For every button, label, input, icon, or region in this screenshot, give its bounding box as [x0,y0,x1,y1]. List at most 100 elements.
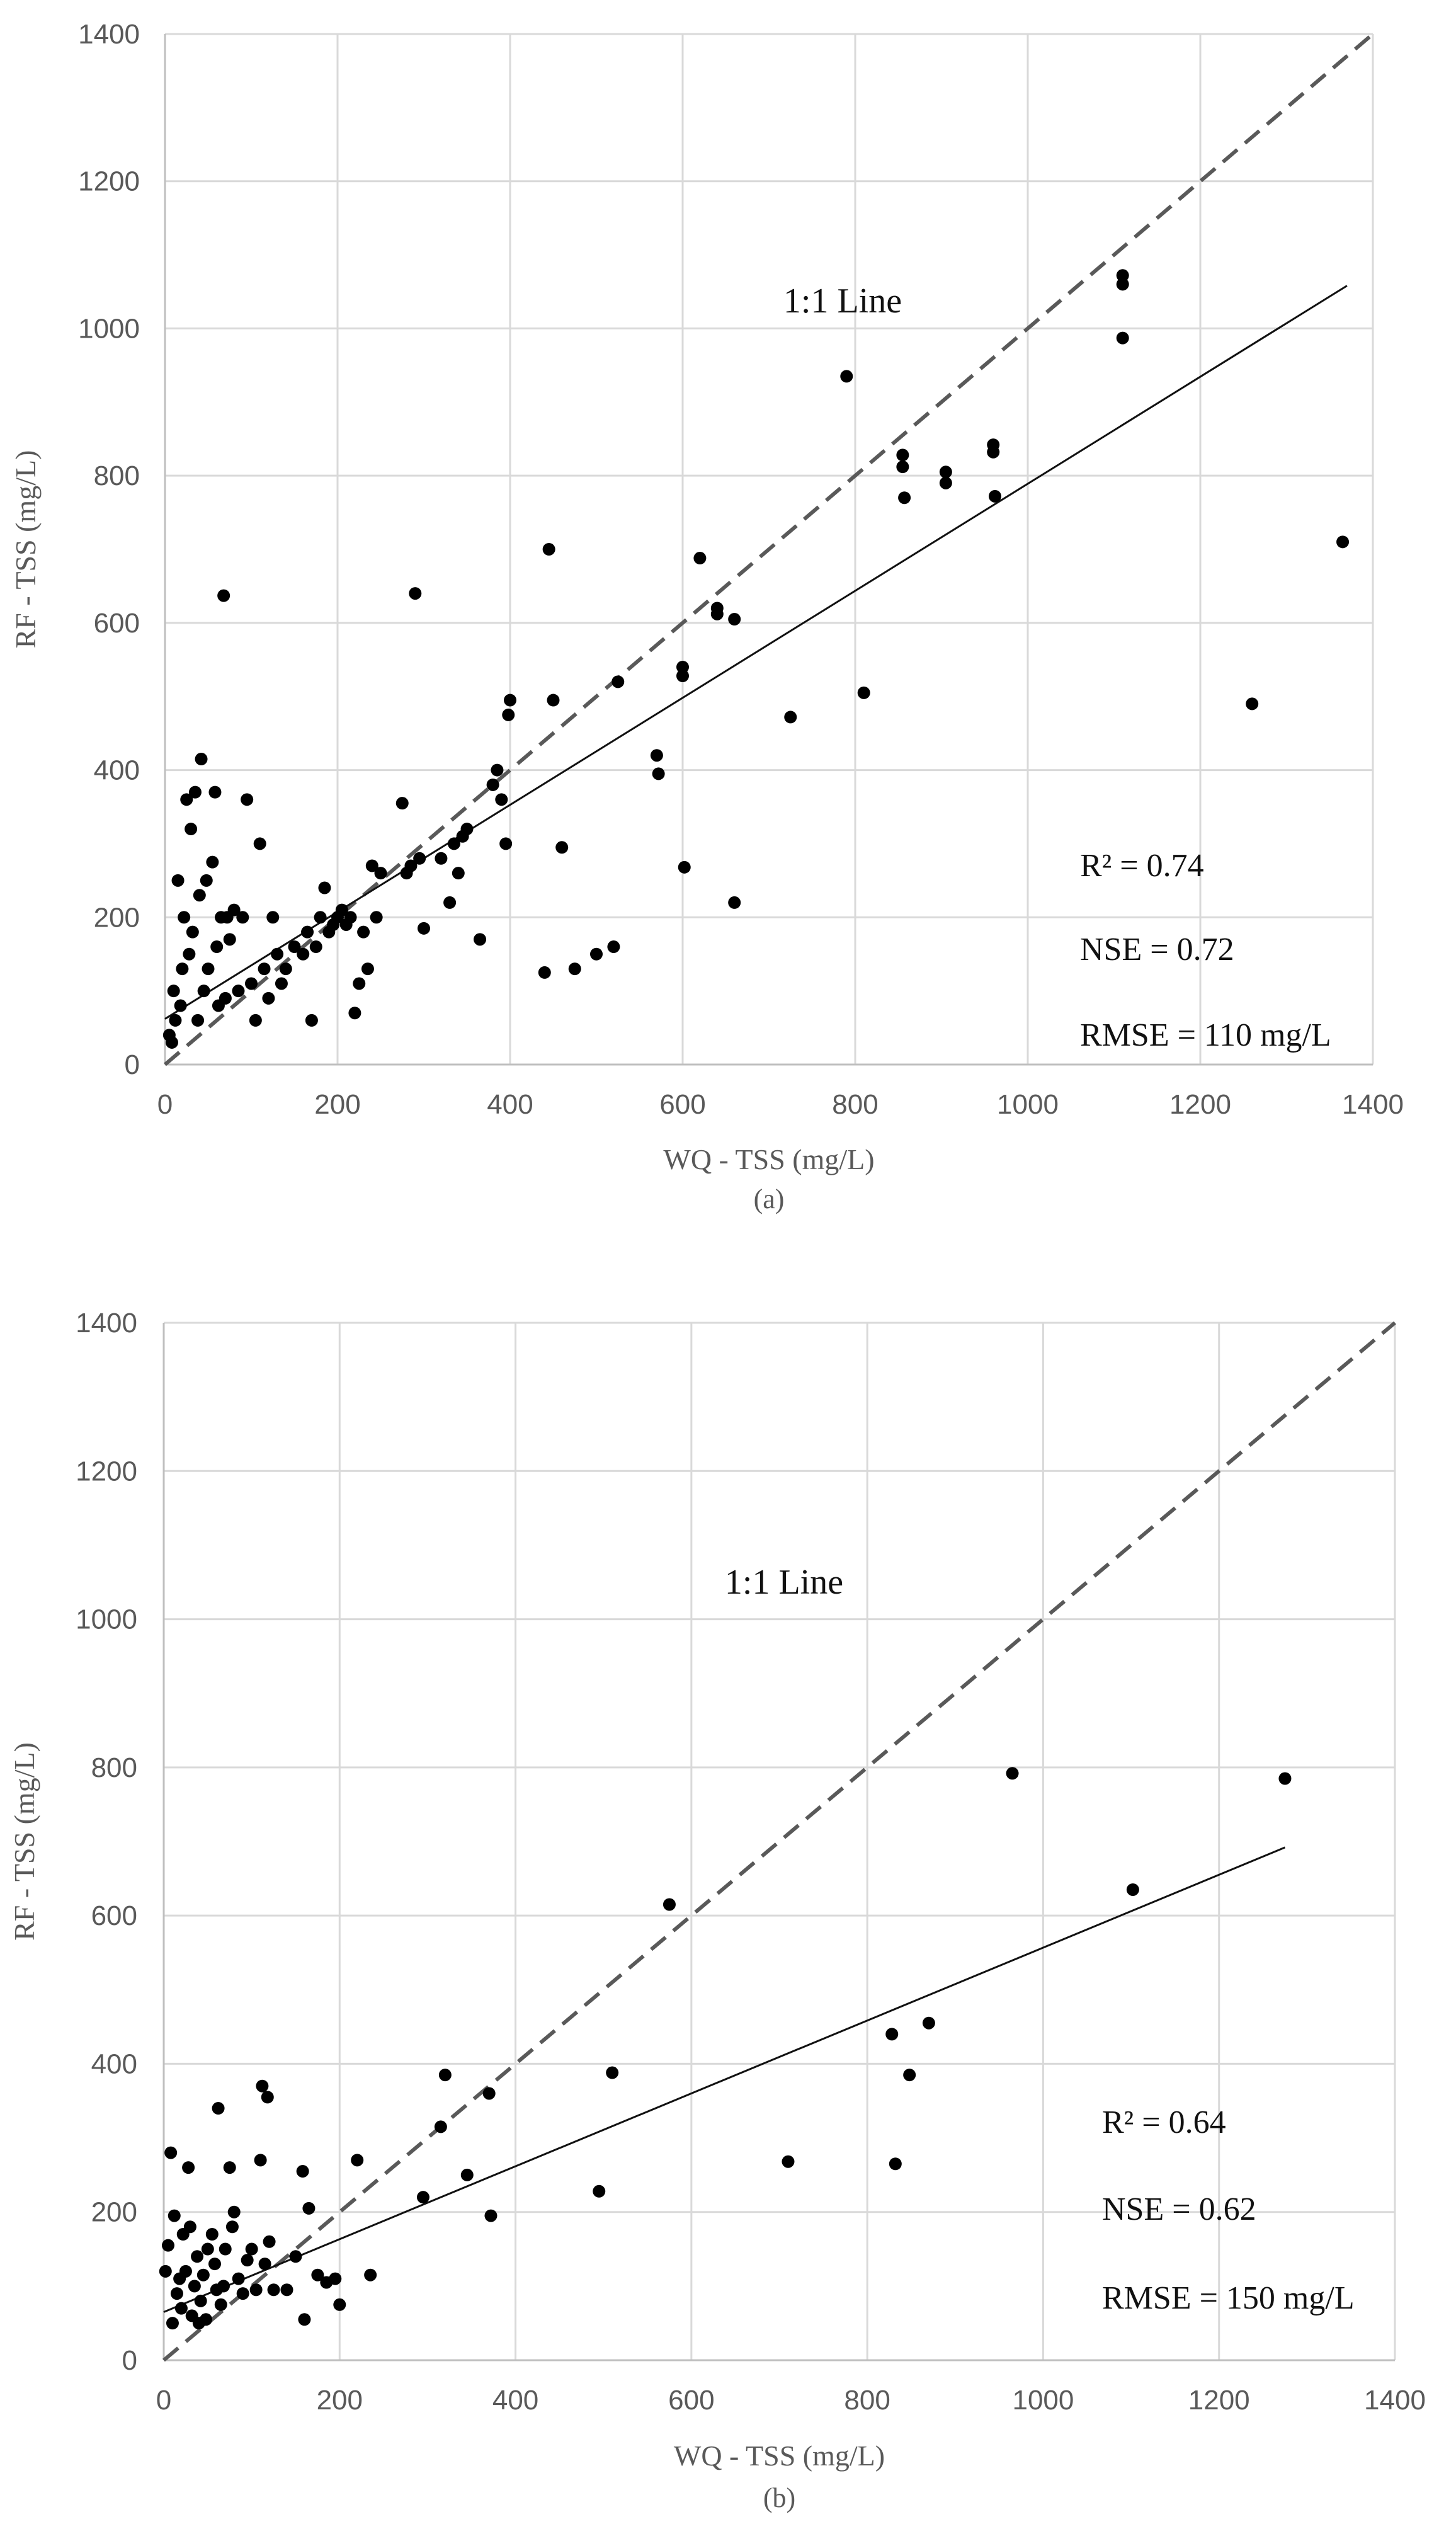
data-point [301,925,314,939]
data-point [194,2294,207,2307]
data-point [486,778,499,791]
data-point [164,2146,178,2159]
data-point [261,2091,274,2104]
data-point [223,2161,236,2174]
data-point [676,660,689,673]
y-tick-label: 600 [91,1900,137,1931]
data-point [568,962,581,976]
y-tick-label: 400 [94,755,140,786]
stat-r2-label: R² = 0.74 [1080,848,1204,884]
y-tick-label: 600 [94,608,140,639]
data-point [606,2066,619,2079]
data-point [174,999,187,1012]
data-point [474,933,487,946]
data-point [256,2079,269,2093]
data-point [1126,1883,1139,1896]
data-point [288,940,301,954]
scatter-chart-b: 0 200 400 600 800 1000 1200 1400 0 200 400 600 800 10… [8,1308,1426,2513]
y-tick-label: 400 [91,2048,137,2079]
data-point [210,940,224,954]
data-point [171,874,185,887]
data-point [1246,697,1259,711]
data-point [305,1014,318,1027]
data-point [201,2242,214,2256]
data-point [193,889,206,902]
data-point [344,911,357,924]
data-point [1006,1767,1019,1780]
data-point [728,896,741,909]
data-point [241,793,254,806]
y-tick-label: 1200 [78,166,140,197]
data-point [217,589,230,602]
data-point [1278,1772,1292,1785]
data-point [245,2242,258,2256]
data-point [241,2254,254,2267]
data-point [335,903,348,917]
x-tick-label: 1200 [1169,1089,1231,1120]
data-point [590,947,603,961]
data-point [178,911,191,924]
one-to-one-label: 1:1 Line [725,1563,843,1602]
data-point [782,2155,795,2168]
x-tick-label: 0 [156,2385,171,2416]
data-point [196,2268,210,2281]
data-point [663,1898,676,1911]
data-point [275,977,288,990]
data-point [418,922,430,935]
data-point [898,491,911,505]
data-point [168,2209,181,2222]
data-point [161,2239,174,2252]
data-point [214,2298,227,2311]
data-point [179,2264,192,2278]
y-tick-label: 200 [91,2197,137,2228]
data-point [547,694,560,707]
x-tick-label: 1000 [1012,2385,1074,2416]
data-point [311,2268,324,2281]
data-point [443,896,457,909]
data-point [896,448,909,462]
data-point [435,852,448,865]
data-point [593,2184,606,2198]
data-point [922,2016,935,2030]
chart-a-plot: 0 200 400 600 800 1000 1200 1400 0 200 400 600 800 10… [9,19,1404,1214]
data-point [333,2298,346,2311]
data-point [364,2268,377,2281]
stat-rmse-label: RMSE = 110 mg/L [1080,1017,1331,1053]
data-point [166,2317,179,2330]
data-point [188,785,202,799]
data-point [202,962,215,976]
x-tick-label: 400 [487,1089,533,1120]
x-tick-label: 800 [832,1089,878,1120]
data-point [302,2201,316,2215]
data-point [208,2258,221,2271]
data-point [939,465,952,479]
data-point [896,460,909,474]
data-point [200,2313,213,2326]
data-point [409,587,422,600]
stat-nse-label: NSE = 0.72 [1080,932,1234,968]
data-point [452,867,465,880]
data-point [1116,269,1129,282]
data-point [200,874,213,887]
data-point [249,2283,263,2297]
y-tick-label: 0 [125,1049,140,1080]
data-point [857,686,870,699]
data-point [267,2283,280,2297]
data-point [289,2250,302,2263]
data-point [404,859,418,872]
data-point [460,823,474,836]
data-point [348,1007,361,1020]
data-point [180,793,193,806]
data-point [318,881,331,894]
data-point [280,2283,293,2297]
data-point [482,2087,496,2100]
data-point [353,977,366,990]
x-tick-label: 600 [659,1089,705,1120]
scatter-chart-a: 0 200 400 600 800 1000 1200 1400 0 200 400 600 800 10… [9,19,1404,1214]
x-tick-label: 1400 [1364,2385,1426,2416]
data-point [245,977,258,990]
x-tick-label: 200 [317,2385,363,2416]
data-point [370,911,383,924]
data-point [438,2069,452,2082]
data-point [227,2205,241,2218]
